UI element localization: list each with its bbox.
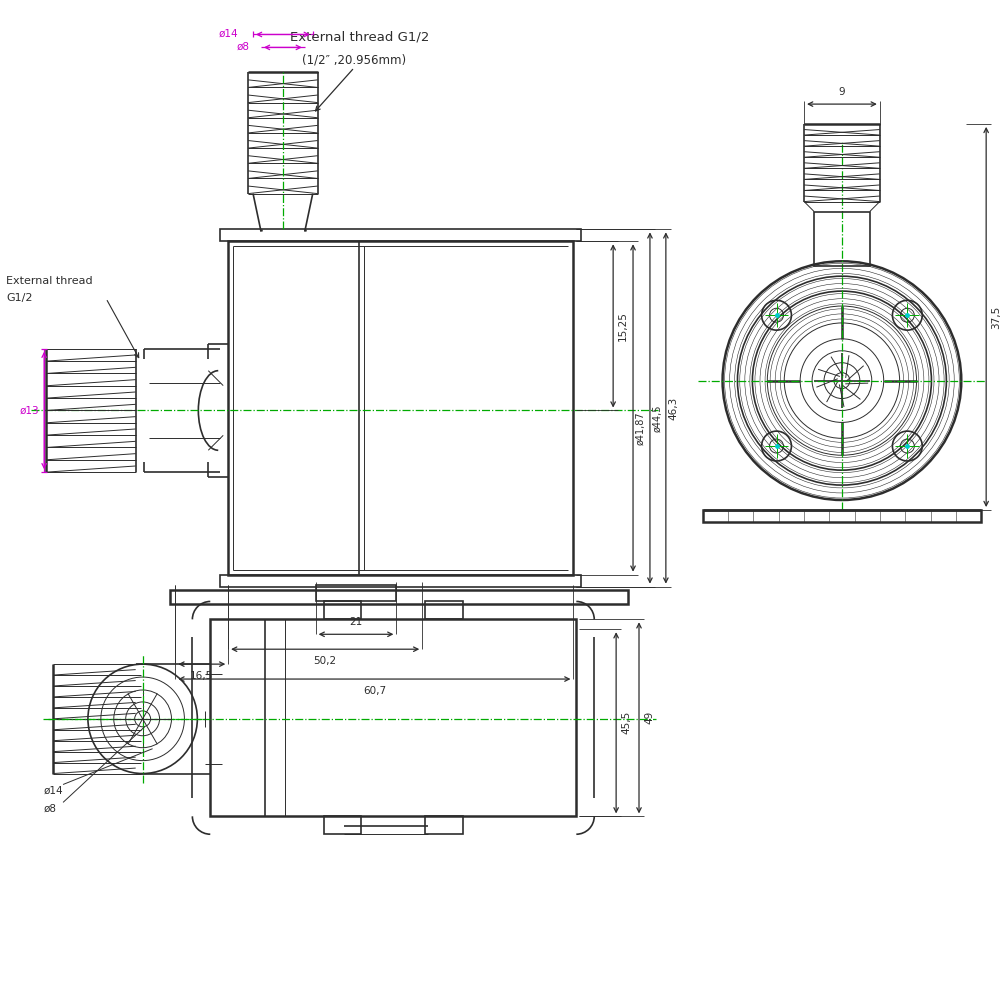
Bar (228, 241, 573, 575)
Bar (425, 601, 463, 619)
Bar (703, 510, 981, 522)
Text: G1/2: G1/2 (6, 293, 33, 303)
Text: External thread: External thread (6, 276, 93, 286)
Text: (1/2″ ,20.956mm): (1/2″ ,20.956mm) (302, 54, 407, 67)
Text: 60,7: 60,7 (363, 686, 386, 696)
Text: ø14: ø14 (219, 28, 238, 38)
Text: External thread G1/2: External thread G1/2 (290, 31, 429, 44)
Text: 46,3: 46,3 (669, 396, 679, 420)
Text: 16,5: 16,5 (190, 671, 213, 681)
Text: ø8: ø8 (237, 41, 250, 51)
Text: 37,5: 37,5 (991, 305, 1000, 329)
Text: ø8: ø8 (43, 803, 56, 813)
Bar (324, 816, 361, 834)
Text: ø14: ø14 (43, 785, 63, 795)
Bar (316, 585, 396, 601)
Bar (814, 212, 870, 266)
Text: 50,2: 50,2 (314, 656, 337, 666)
Bar (210, 619, 576, 816)
Bar (324, 601, 361, 619)
Text: ø44,5: ø44,5 (653, 404, 663, 432)
Bar (220, 575, 581, 587)
Text: ø13: ø13 (20, 405, 39, 415)
Text: 21: 21 (349, 617, 363, 627)
Bar (220, 229, 581, 241)
Text: 15,25: 15,25 (618, 311, 628, 341)
Text: 45,5: 45,5 (621, 711, 631, 734)
Text: 49: 49 (644, 711, 654, 724)
Bar (170, 590, 628, 604)
Bar (425, 816, 463, 834)
Text: 9: 9 (839, 87, 845, 97)
Text: ø41,87: ø41,87 (636, 411, 646, 445)
